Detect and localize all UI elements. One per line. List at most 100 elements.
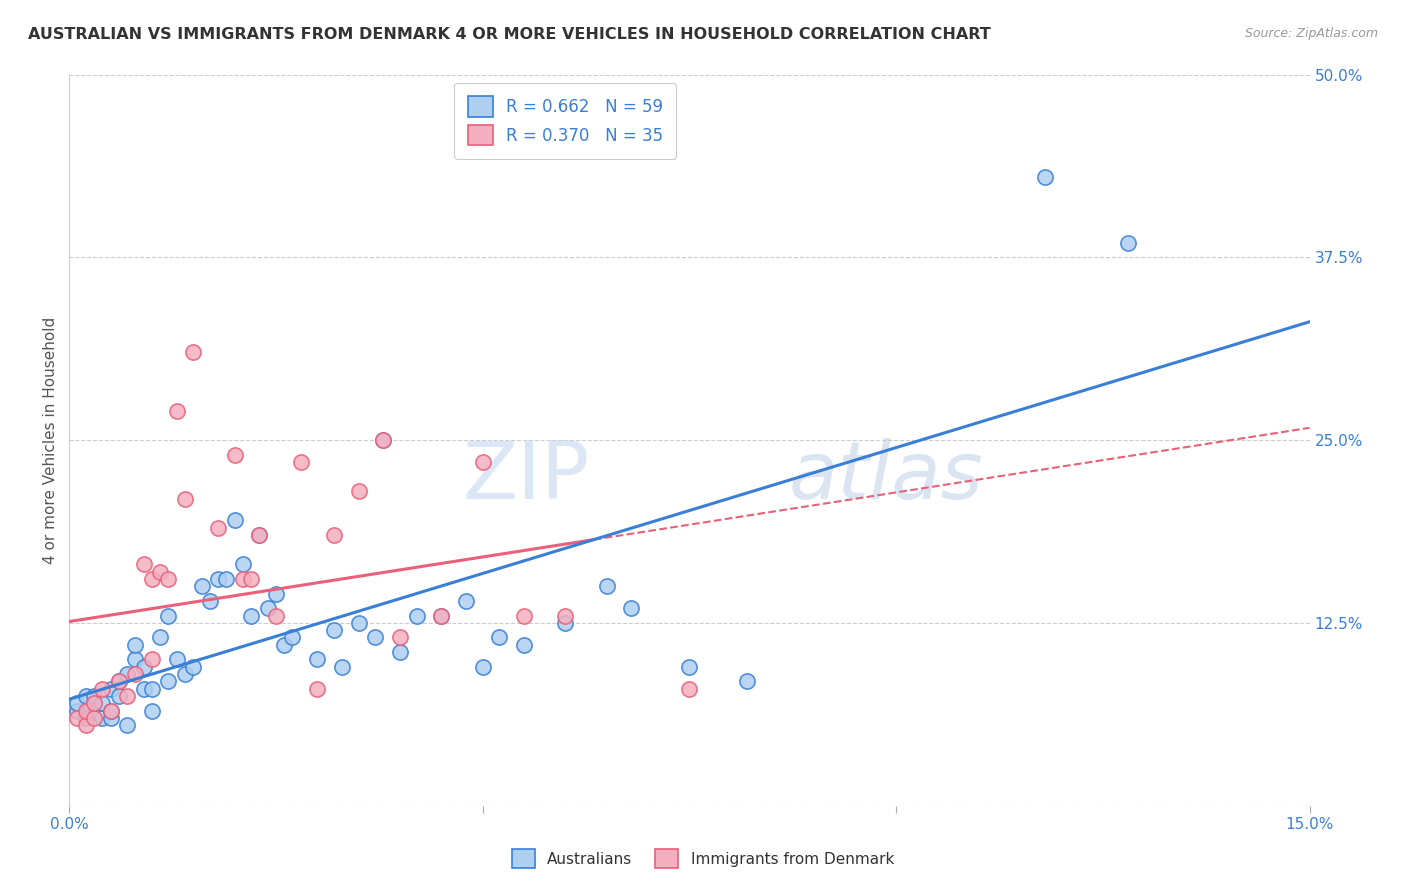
Point [75,689,97,703]
Point [1033,169,1056,184]
Point [141,572,163,586]
Point [364,631,387,645]
Point [132,681,155,696]
Point [330,659,353,673]
Point [678,681,700,696]
Point [132,659,155,673]
Point [207,572,229,586]
Y-axis label: 4 or more Vehicles in Household: 4 or more Vehicles in Household [44,317,58,564]
Point [388,631,411,645]
Point [678,659,700,673]
Point [554,615,576,630]
Point [124,638,146,652]
Point [347,615,370,630]
Point [115,718,138,732]
Point [215,572,238,586]
Point [373,433,395,447]
Point [83,711,105,725]
Point [488,631,510,645]
Point [141,704,163,718]
Point [91,681,114,696]
Legend: R = 0.662   N = 59, R = 0.370   N = 35: R = 0.662 N = 59, R = 0.370 N = 35 [454,83,676,159]
Point [75,718,97,732]
Point [66,711,89,725]
Point [190,579,212,593]
Point [66,704,89,718]
Point [83,696,105,710]
Point [166,652,188,666]
Point [471,455,494,469]
Point [1116,235,1139,250]
Point [513,638,536,652]
Point [149,565,172,579]
Point [322,528,344,542]
Point [405,608,427,623]
Point [75,711,97,725]
Point [100,704,122,718]
Point [149,631,172,645]
Text: atlas: atlas [789,438,983,516]
Point [249,528,271,542]
Point [166,404,188,418]
Point [347,484,370,499]
Text: ZIP: ZIP [463,438,591,516]
Point [256,601,278,615]
Point [456,594,478,608]
Point [75,704,97,718]
Point [181,659,204,673]
Point [388,645,411,659]
Point [157,674,180,689]
Point [264,608,287,623]
Point [83,696,105,710]
Point [100,681,122,696]
Text: Source: ZipAtlas.com: Source: ZipAtlas.com [1244,27,1378,40]
Point [132,558,155,572]
Point [232,572,254,586]
Text: AUSTRALIAN VS IMMIGRANTS FROM DENMARK 4 OR MORE VEHICLES IN HOUSEHOLD CORRELATIO: AUSTRALIAN VS IMMIGRANTS FROM DENMARK 4 … [28,27,991,42]
Point [108,674,131,689]
Point [157,608,180,623]
Point [224,448,246,462]
Point [91,711,114,725]
Point [430,608,453,623]
Point [513,608,536,623]
Point [554,608,576,623]
Point [83,689,105,703]
Point [430,608,453,623]
Point [108,674,131,689]
Point [100,711,122,725]
Point [124,652,146,666]
Point [471,659,494,673]
Point [232,558,254,572]
Point [100,704,122,718]
Point [91,696,114,710]
Point [596,579,619,593]
Point [207,521,229,535]
Point [115,689,138,703]
Legend: Australians, Immigrants from Denmark: Australians, Immigrants from Denmark [505,841,901,875]
Point [735,674,758,689]
Point [307,652,329,666]
Point [157,572,180,586]
Point [224,513,246,527]
Point [240,608,263,623]
Point [240,572,263,586]
Point [115,667,138,681]
Point [181,345,204,359]
Point [322,623,344,637]
Point [281,631,304,645]
Point [620,601,643,615]
Point [174,667,197,681]
Point [290,455,312,469]
Point [273,638,295,652]
Point [307,681,329,696]
Point [141,681,163,696]
Point [249,528,271,542]
Point [373,433,395,447]
Point [174,491,197,506]
Point [198,594,221,608]
Point [108,689,131,703]
Point [66,696,89,710]
Point [124,667,146,681]
Point [264,586,287,600]
